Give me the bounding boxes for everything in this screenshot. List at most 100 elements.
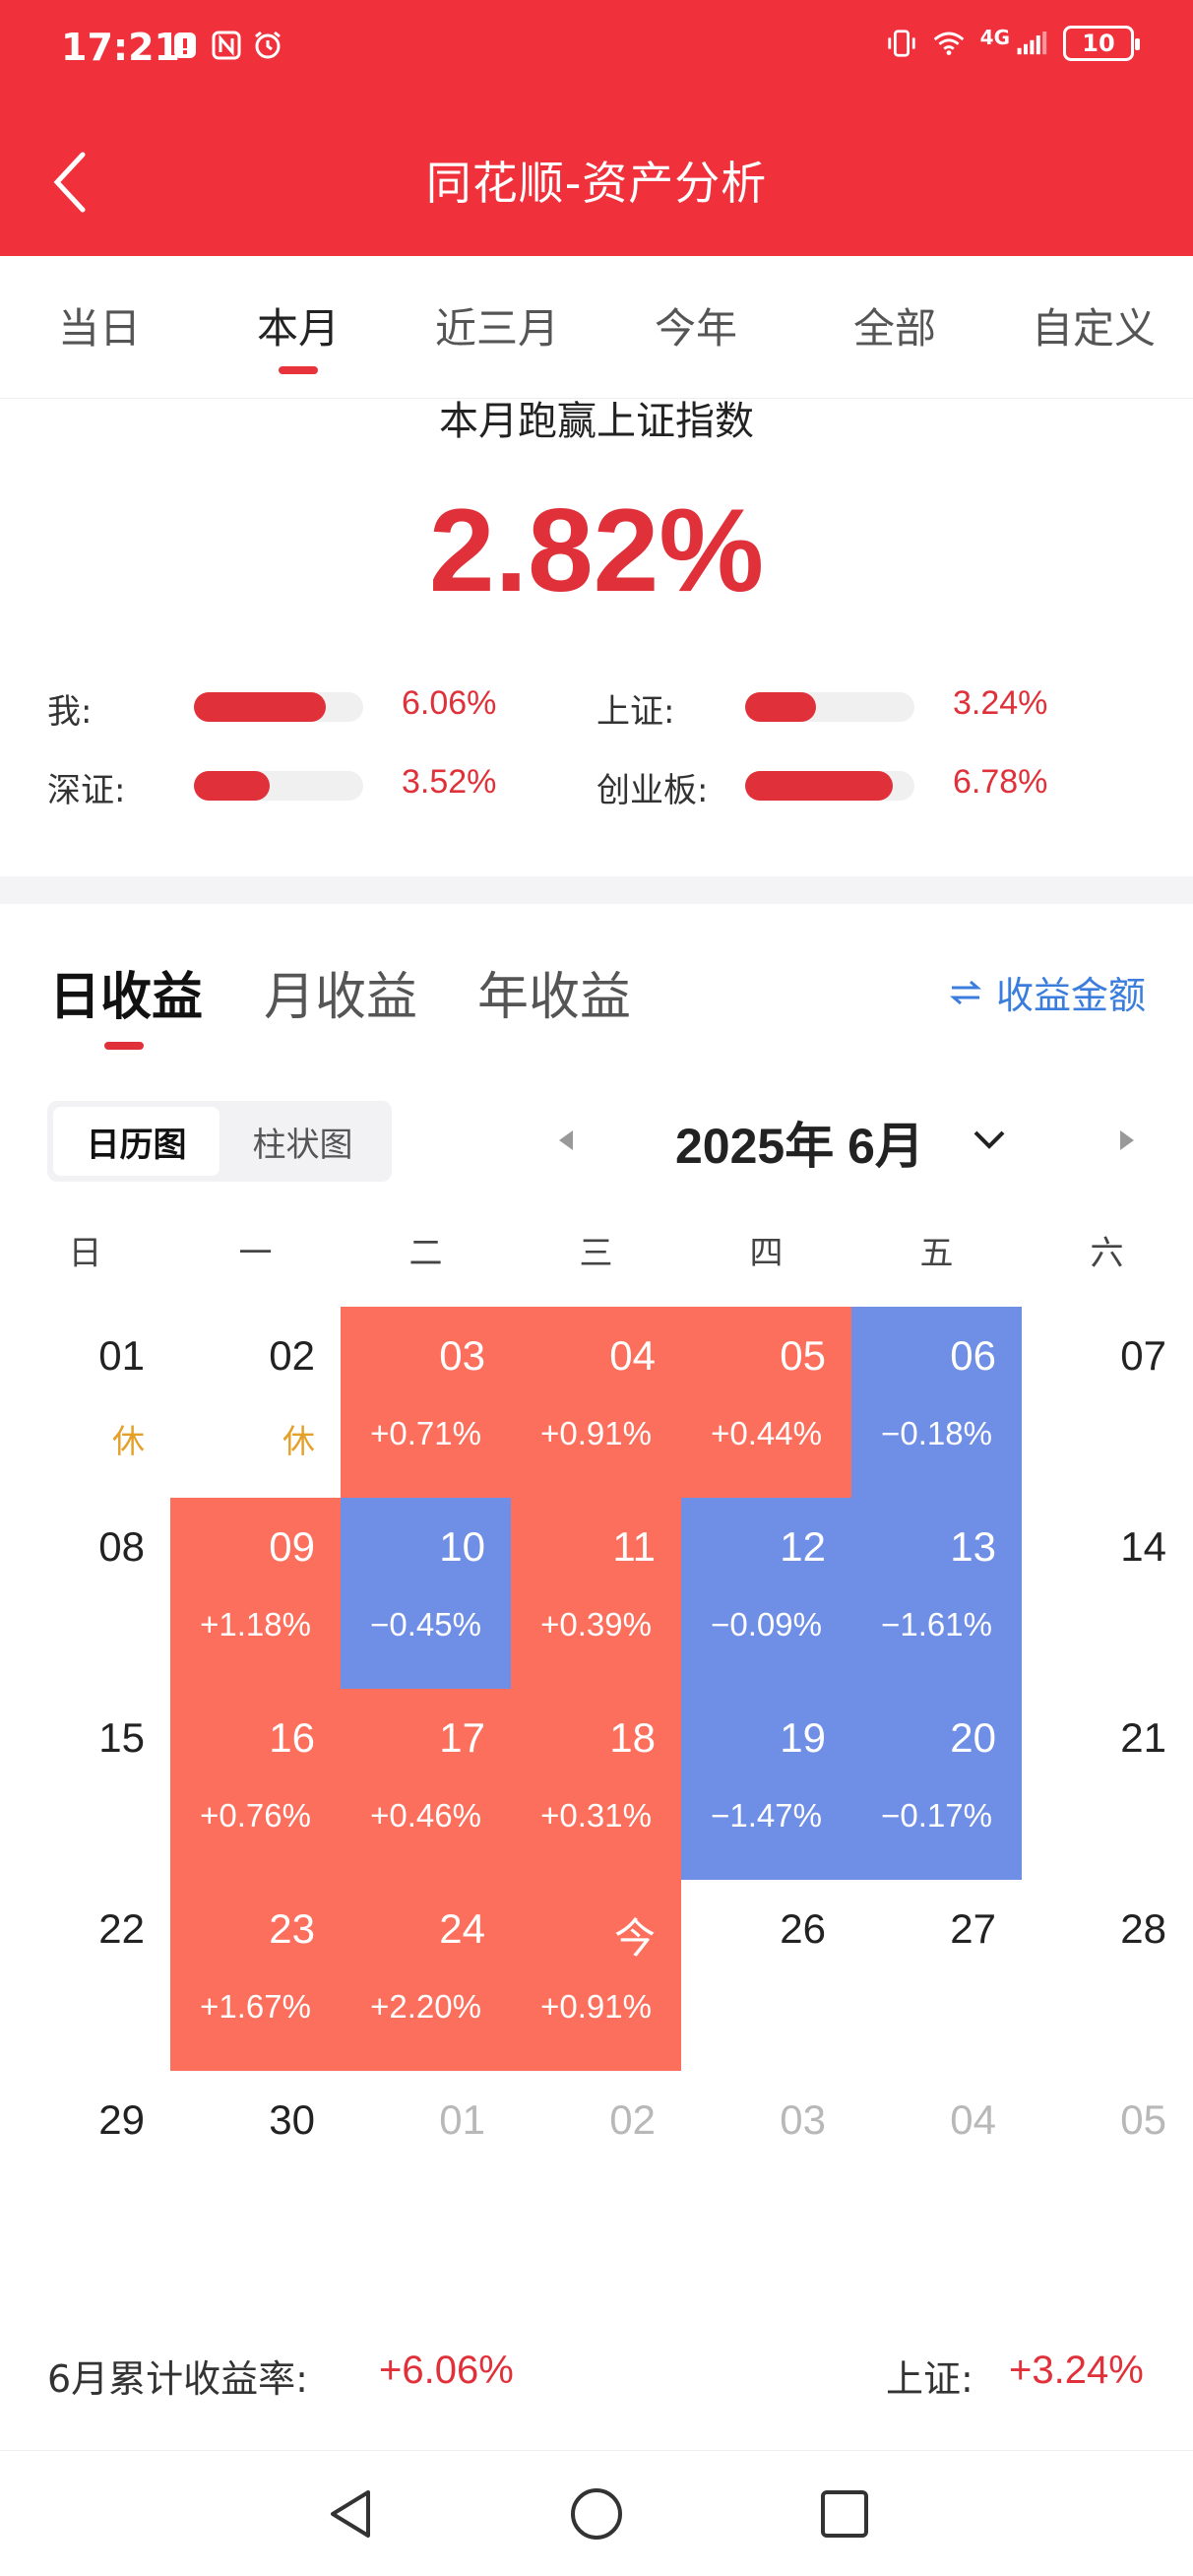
calendar-day-cell[interactable]: 28 — [1022, 1880, 1192, 2071]
alarm-icon — [252, 30, 283, 61]
calendar-day-cell[interactable]: 12 −0.09% — [681, 1498, 851, 1689]
weekday-label: 二 — [408, 1234, 443, 1273]
calendar-day-cell[interactable]: 03 +0.71% — [341, 1307, 511, 1498]
calendar-day-cell[interactable]: 20 −0.17% — [851, 1689, 1022, 1880]
period-tabs: 当日 本月 近三月 今年 全部 自定义 — [0, 256, 1193, 399]
home-nav-icon[interactable] — [569, 2486, 624, 2545]
compare-bar-chinext — [745, 771, 914, 801]
calendar-day-cell[interactable]: 22 — [0, 1880, 170, 2071]
calendar-day-number: 26 — [780, 1905, 826, 1952]
calendar-day-number: 03 — [439, 1332, 485, 1379]
calendar-day-cell[interactable]: 04 +0.91% — [511, 1307, 681, 1498]
calendar-day-number: 04 — [609, 1332, 656, 1379]
calendar-day-number: 04 — [950, 2096, 996, 2143]
calendar-day-number: 08 — [98, 1523, 145, 1570]
tab-this-year[interactable]: 今年 — [654, 304, 737, 353]
weekday-label: 五 — [919, 1234, 954, 1273]
calendar-day-return: −0.45% — [370, 1606, 481, 1642]
calendar-day-cell[interactable]: 10 −0.45% — [341, 1498, 511, 1689]
calendar-day-cell[interactable]: 02 — [511, 2071, 681, 2262]
recents-nav-icon[interactable] — [819, 2486, 870, 2545]
amount-toggle-button[interactable]: 收益金额 — [949, 965, 1146, 1019]
calendar-day-return: +1.67% — [200, 1988, 311, 2025]
calendar-day-cell[interactable]: 07 — [1022, 1307, 1192, 1498]
calendar-day-cell[interactable]: 11 +0.39% — [511, 1498, 681, 1689]
calendar-day-number: 02 — [609, 2096, 656, 2143]
tab-today[interactable]: 当日 — [57, 304, 141, 353]
weekday-label: 六 — [1090, 1234, 1124, 1273]
nfc-icon — [211, 30, 242, 61]
calendar-day-number: 05 — [1120, 2096, 1166, 2143]
calendar-day-return: −0.17% — [881, 1797, 992, 1834]
calendar-day-cell[interactable]: 14 — [1022, 1498, 1192, 1689]
calendar-day-return: +2.20% — [370, 1988, 481, 2025]
calendar-day-return: −1.47% — [711, 1797, 822, 1834]
calendar-day-cell[interactable]: 17 +0.46% — [341, 1689, 511, 1880]
tab-monthly-earnings[interactable]: 月收益 — [264, 968, 418, 1027]
calendar-day-cell[interactable]: 18 +0.31% — [511, 1689, 681, 1880]
calendar-day-cell[interactable]: 26 — [681, 1880, 851, 2071]
calendar-day-number: 23 — [269, 1905, 315, 1952]
back-button[interactable] — [49, 148, 104, 217]
calendar-day-number: 05 — [780, 1332, 826, 1379]
calendar-day-cell[interactable]: 08 — [0, 1498, 170, 1689]
calendar-day-cell[interactable]: 03 — [681, 2071, 851, 2262]
calendar-day-cell[interactable]: 15 — [0, 1689, 170, 1880]
system-nav-bar — [0, 2450, 1193, 2576]
calendar-day-cell[interactable]: 29 — [0, 2071, 170, 2262]
calendar-day-cell[interactable]: 16 +0.76% — [170, 1689, 341, 1880]
calendar-day-number: 20 — [950, 1714, 996, 1761]
calendar-day-cell[interactable]: 21 — [1022, 1689, 1192, 1880]
app-header: 17:21 4G 10 同花顺-资产分析 — [0, 0, 1193, 256]
calendar-day-number: 10 — [439, 1523, 485, 1570]
tab-yearly-earnings[interactable]: 年收益 — [477, 968, 632, 1027]
calendar-day-cell[interactable]: 01 — [341, 2071, 511, 2262]
calendar-day-cell[interactable]: 02 休 — [170, 1307, 341, 1498]
view-calendar-button[interactable]: 日历图 — [53, 1107, 220, 1176]
weekday-label: 日 — [68, 1234, 102, 1273]
calendar-day-return: +0.44% — [711, 1415, 822, 1451]
status-time: 17:21 — [61, 26, 180, 69]
calendar-day-number: 01 — [98, 1332, 145, 1379]
calendar-day-cell[interactable]: 13 −1.61% — [851, 1498, 1022, 1689]
calendar-day-cell[interactable]: 今 +0.91% — [511, 1880, 681, 2071]
compare-value-shenzhen: 3.52% — [402, 763, 497, 801]
calendar-day-cell[interactable]: 30 — [170, 2071, 341, 2262]
beat-title: 本月跑赢上证指数 — [439, 399, 754, 444]
chevron-left-icon — [53, 152, 86, 213]
weekday-label: 四 — [749, 1234, 784, 1273]
battery-level: 10 — [1082, 30, 1115, 57]
calendar-day-number: 03 — [780, 2096, 826, 2143]
tab-daily-earnings[interactable]: 日收益 — [49, 968, 204, 1027]
tab-three-months[interactable]: 近三月 — [434, 304, 559, 353]
triangle-right-icon — [1120, 1130, 1134, 1150]
back-nav-icon[interactable] — [325, 2486, 376, 2545]
calendar-day-cell[interactable]: 04 — [851, 2071, 1022, 2262]
calendar-day-cell[interactable]: 01 休 — [0, 1307, 170, 1498]
triangle-left-icon — [559, 1130, 573, 1150]
calendar-day-cell[interactable]: 19 −1.47% — [681, 1689, 851, 1880]
calendar-day-cell[interactable]: 05 +0.44% — [681, 1307, 851, 1498]
compare-bar-shanghai — [745, 692, 914, 722]
prev-month-button[interactable] — [551, 1121, 581, 1164]
calendar-day-cell[interactable]: 24 +2.20% — [341, 1880, 511, 2071]
calendar-day-cell[interactable]: 05 — [1022, 2071, 1192, 2262]
calendar-day-number: 24 — [439, 1905, 485, 1952]
calendar-day-return: +0.91% — [540, 1415, 652, 1451]
calendar-day-cell[interactable]: 09 +1.18% — [170, 1498, 341, 1689]
calendar-day-cell[interactable]: 06 −0.18% — [851, 1307, 1022, 1498]
month-cumulative-value: +6.06% — [379, 2349, 514, 2392]
tab-all[interactable]: 全部 — [852, 304, 936, 353]
chevron-down-icon[interactable] — [970, 1121, 1009, 1164]
calendar-day-cell[interactable]: 27 — [851, 1880, 1022, 2071]
calendar-day-number: 06 — [950, 1332, 996, 1379]
calendar-day-cell[interactable]: 23 +1.67% — [170, 1880, 341, 2071]
view-bar-button[interactable]: 柱状图 — [252, 1125, 353, 1165]
calendar-day-holiday-tag: 休 — [112, 1422, 145, 1460]
month-label[interactable]: 2025年 6月 — [675, 1119, 924, 1174]
compare-bar-me — [194, 692, 363, 722]
tab-custom[interactable]: 自定义 — [1031, 304, 1156, 353]
tab-this-month[interactable]: 本月 — [199, 256, 398, 398]
compare-label-shanghai: 上证: — [596, 692, 675, 732]
next-month-button[interactable] — [1112, 1121, 1142, 1164]
